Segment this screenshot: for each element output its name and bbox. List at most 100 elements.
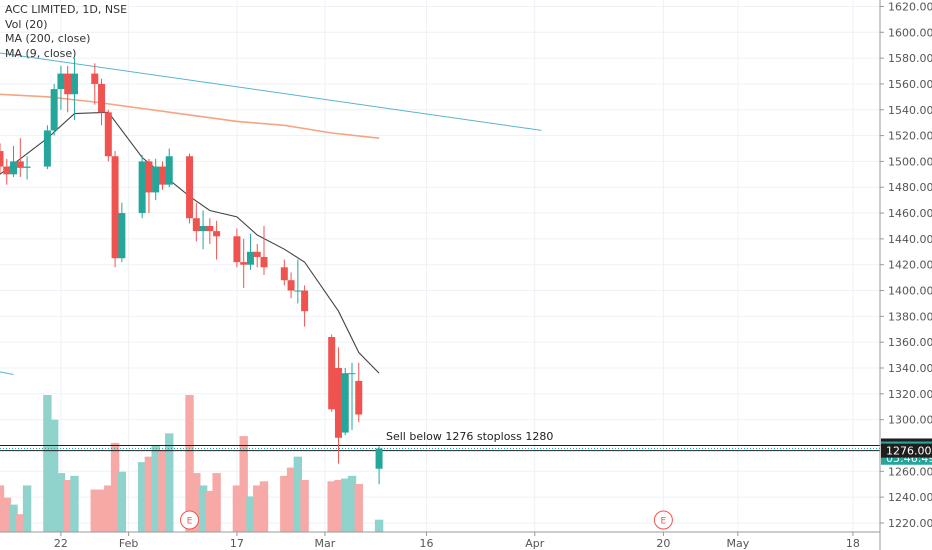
earnings-marker-icon: [180, 510, 200, 530]
candle-body: [91, 73, 99, 84]
earnings-marker-icon: [653, 510, 673, 530]
candle-body: [233, 236, 241, 263]
volume-bar: [205, 490, 215, 532]
candle: [118, 202, 126, 263]
y-tick-label: 1560.00: [888, 78, 932, 91]
volume-bar: [104, 485, 113, 532]
x-tick-label: Mar: [315, 537, 336, 550]
candle-body: [355, 380, 363, 415]
candle: [280, 259, 288, 286]
volume-bar: [286, 467, 296, 532]
candle: [233, 228, 241, 268]
y-tick-label: 1440.00: [888, 233, 932, 246]
volume-bar: [137, 462, 147, 532]
candles[interactable]: [0, 58, 383, 485]
candle-body: [111, 156, 119, 259]
candle-body: [3, 166, 11, 175]
legend-ma9[interactable]: MA (9, close): [5, 46, 77, 60]
candle-body: [118, 213, 126, 259]
y-tick-label: 1500.00: [888, 155, 932, 168]
y-tick-label: 1480.00: [888, 181, 932, 194]
horizontal-levels: [0, 444, 880, 452]
candle-body: [206, 225, 214, 232]
volume-bar: [354, 484, 363, 532]
volume-bar: [90, 489, 99, 532]
volume-bar: [110, 442, 120, 532]
price-label-bg: [881, 443, 932, 458]
candle: [287, 272, 295, 299]
candle-body: [334, 368, 342, 438]
volume-bar: [97, 489, 106, 532]
candle-body: [104, 112, 112, 157]
volume-bar: [293, 456, 303, 532]
volume-bar: [239, 436, 248, 532]
y-tick-label: 1400.00: [888, 285, 932, 298]
y-tick-label: 1520.00: [888, 130, 932, 143]
candle-body: [240, 262, 248, 265]
candle: [3, 158, 11, 185]
volume-bar: [22, 485, 32, 532]
legend-vol[interactable]: Vol (20): [5, 17, 48, 31]
candle-body: [57, 73, 65, 90]
candle: [213, 220, 221, 260]
candle-body: [70, 73, 78, 95]
volume-bar: [0, 485, 5, 532]
y-tick-label: 1460.00: [888, 207, 932, 220]
indicator-lines: [0, 52, 542, 375]
annotation-text[interactable]: Sell below 1276 stoploss 1280: [386, 430, 553, 443]
volume-bar: [212, 473, 221, 532]
candle-body: [341, 373, 349, 433]
candle-body: [199, 225, 207, 232]
x-tick-label: 16: [419, 537, 433, 550]
trendline: [0, 52, 542, 131]
legend-ma200[interactable]: MA (200, close): [5, 32, 91, 45]
candle: [334, 347, 342, 464]
y-tick-label: 1340.00: [888, 362, 932, 375]
volume-bar: [253, 485, 262, 532]
candle-body: [253, 251, 261, 257]
x-tick-label: 22: [54, 537, 68, 550]
grid: [0, 0, 880, 532]
volume-bar: [246, 496, 255, 532]
candle: [145, 158, 153, 214]
volume-bar: [43, 395, 52, 532]
candle: [98, 78, 106, 126]
candle: [104, 109, 112, 162]
candle: [199, 210, 207, 250]
candle-body: [152, 166, 160, 193]
ma200-line: [0, 93, 380, 139]
y-tick-label: 1600.00: [888, 26, 932, 39]
candle-body: [98, 83, 106, 113]
candle: [23, 156, 31, 180]
candle: [375, 445, 383, 485]
trendline: [0, 371, 14, 375]
candle: [192, 202, 200, 242]
candle: [165, 148, 173, 188]
candle: [10, 145, 18, 177]
candle: [91, 63, 99, 105]
candle: [260, 225, 268, 276]
x-tick-label: 17: [230, 537, 244, 550]
candle-body: [328, 337, 336, 410]
candle: [158, 161, 166, 190]
candle: [50, 83, 58, 136]
candle: [70, 58, 78, 121]
candle: [301, 285, 309, 327]
candle: [348, 362, 356, 430]
volume-bar: [259, 481, 269, 532]
legend[interactable]: ACC LIMITED, 1D, NSE Vol (20) MA (200, c…: [5, 3, 127, 61]
candle-body: [192, 218, 200, 232]
candle-body: [23, 166, 31, 168]
candle-body: [50, 89, 58, 131]
volume-bar: [327, 481, 336, 532]
candle: [111, 151, 119, 268]
volume-bar: [151, 445, 160, 532]
legend-title[interactable]: ACC LIMITED, 1D, NSE: [5, 3, 128, 16]
volume-bar: [347, 475, 357, 532]
candle-body: [246, 251, 254, 265]
candle: [328, 334, 336, 412]
